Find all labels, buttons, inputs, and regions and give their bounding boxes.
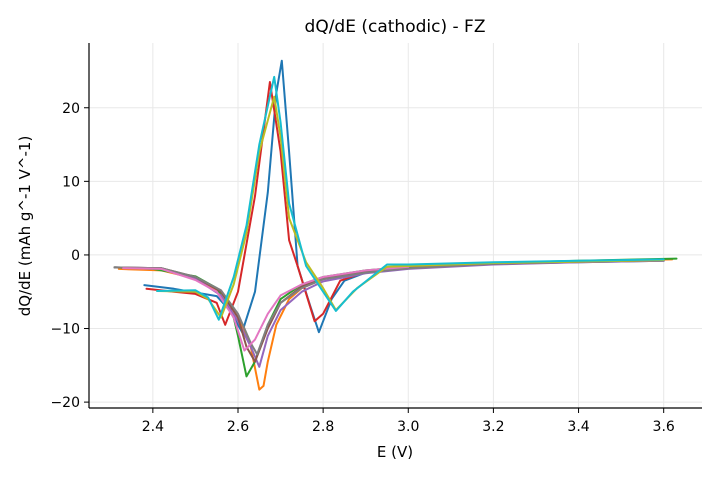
series-line-3 [113,257,678,378]
chart-title: dQ/dE (cathodic) - FZ [305,17,486,37]
x-ticks: 2.4 2.6 2.8 3.0 3.2 3.4 3.6 [142,408,675,435]
y-tick-label: −20 [50,395,80,411]
y-tick-label: 10 [62,174,80,190]
y-tick-label: 0 [71,248,80,264]
series-line-6 [113,259,665,363]
grid [89,43,702,408]
y-tick-label: 20 [62,101,80,117]
series-line-8 [122,265,410,352]
series-line-9 [156,95,665,319]
series-line-7 [113,259,665,356]
y-tick-label: −10 [50,322,80,338]
x-tick-label: 3.0 [397,419,419,435]
series-line-4 [145,81,665,326]
x-tick-label: 3.2 [482,419,504,435]
y-ticks: −20 −10 0 10 20 [50,101,89,411]
series-line-10 [156,75,665,321]
x-tick-label: 3.6 [653,419,675,435]
x-tick-label: 2.4 [142,419,164,435]
series-layer [113,59,678,391]
y-axis-label: dQ/dE (mAh g^-1 V^-1) [16,136,34,317]
x-tick-label: 3.4 [567,419,589,435]
x-tick-label: 2.6 [227,419,249,435]
x-tick-label: 2.8 [312,419,334,435]
x-axis-label: E (V) [377,443,413,461]
